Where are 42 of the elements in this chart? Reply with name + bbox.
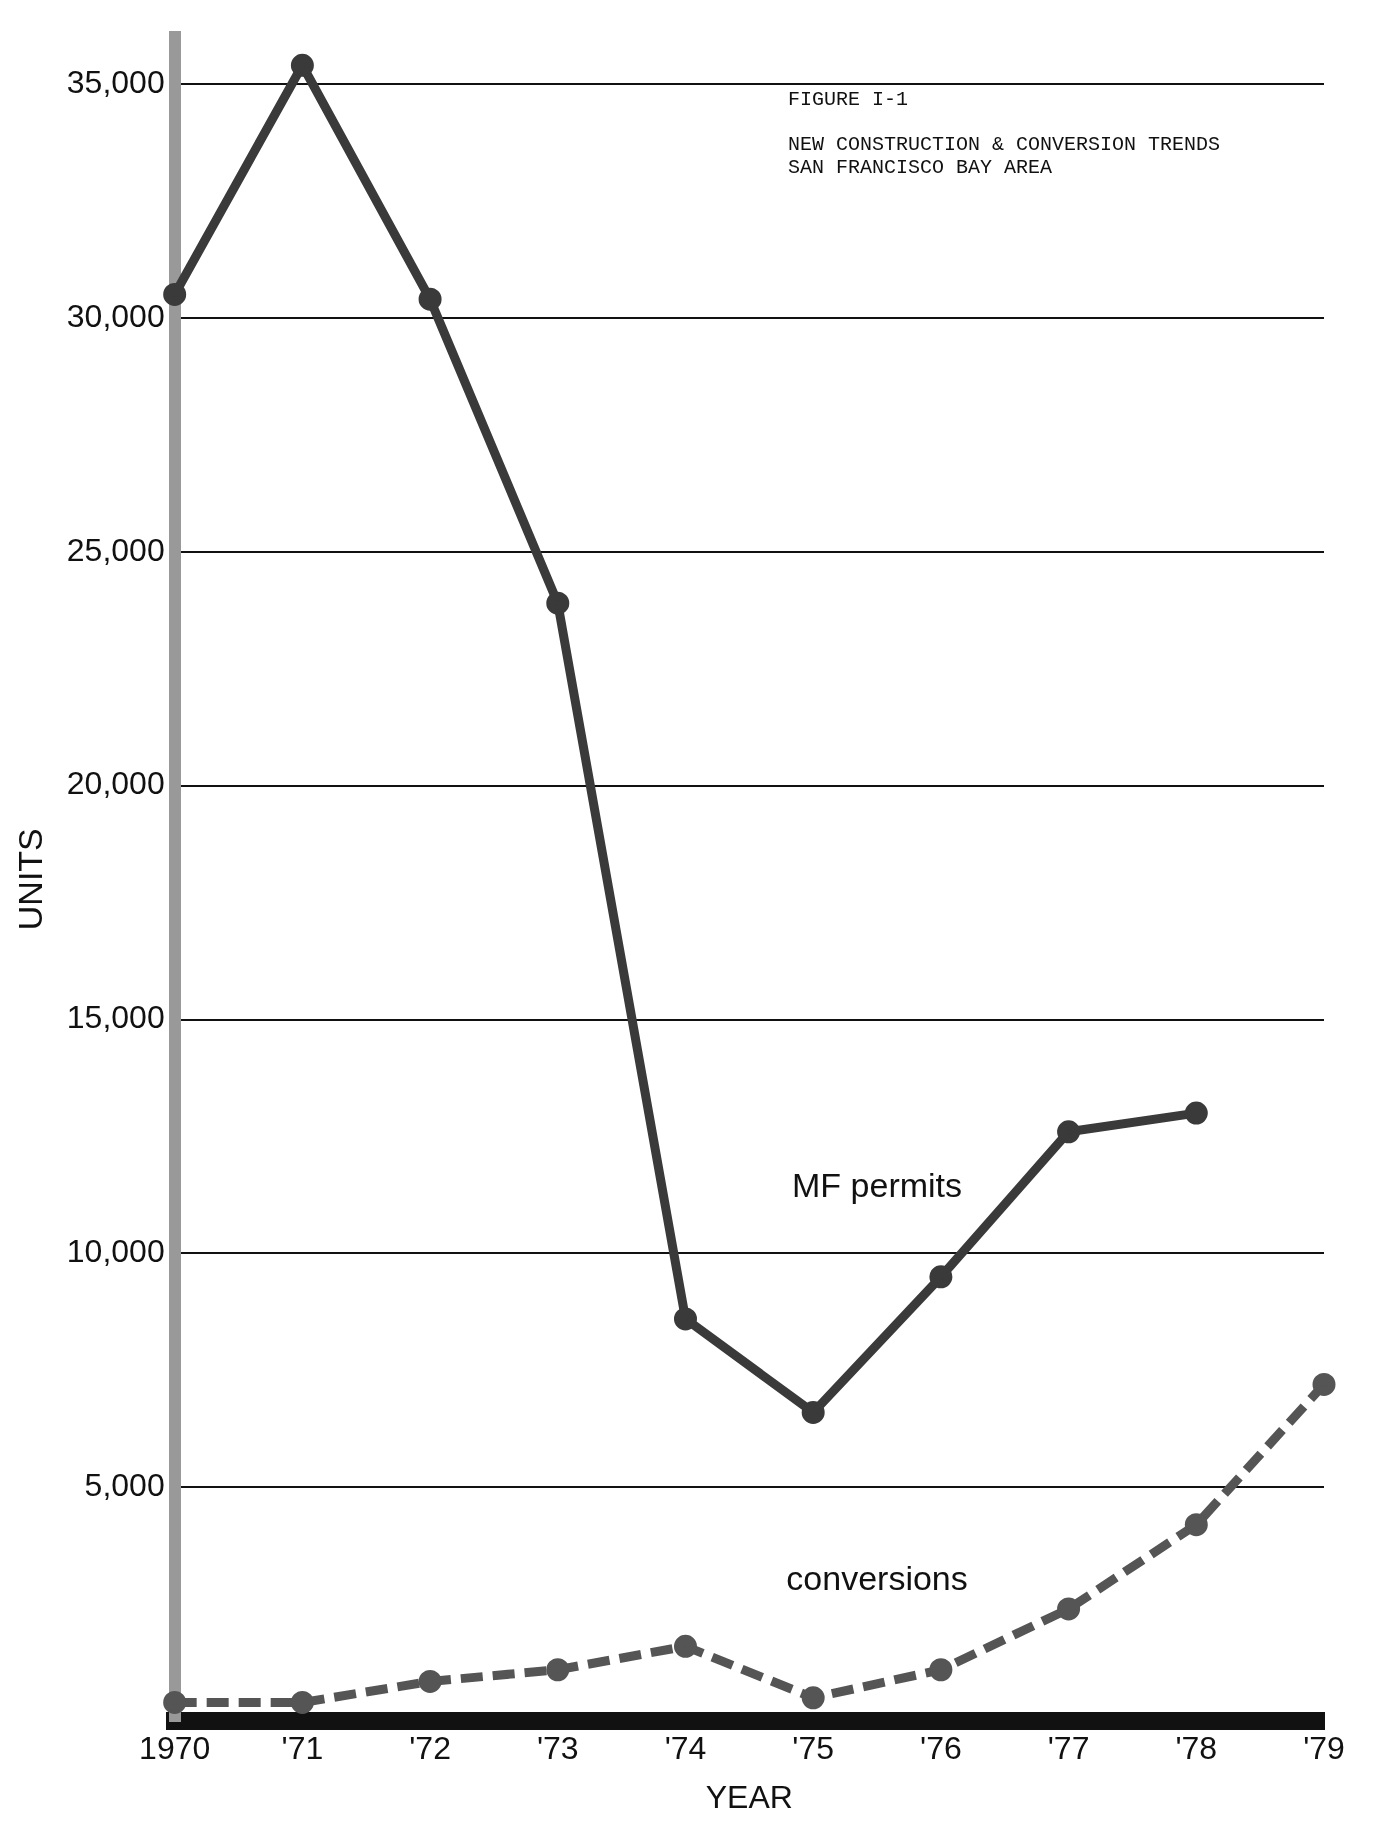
x-tick-label: '71 [281, 1730, 324, 1767]
point [1057, 1120, 1081, 1144]
x-tick-label: '76 [920, 1730, 962, 1767]
point [1057, 1597, 1081, 1621]
point [673, 1634, 697, 1658]
point [290, 1690, 314, 1714]
point [673, 1307, 697, 1331]
y-tick-label: 15,000 [66, 999, 165, 1036]
series-label: MF permits [792, 1165, 963, 1204]
point [546, 1658, 570, 1682]
point [929, 1265, 953, 1289]
x-tick-label: '75 [792, 1730, 835, 1767]
point [163, 1690, 187, 1714]
point [418, 1669, 442, 1693]
point [290, 53, 314, 77]
x-tick-label: '72 [409, 1730, 451, 1767]
point [163, 282, 187, 306]
point [801, 1400, 825, 1424]
text: FIGURE I-1 [788, 88, 910, 111]
point [418, 287, 442, 311]
x-tick-label: '79 [1303, 1730, 1345, 1767]
y-tick-label: 10,000 [66, 1233, 165, 1270]
y-tick-label: 20,000 [66, 765, 165, 802]
y-tick-label: 30,000 [66, 297, 165, 334]
point [1184, 1513, 1208, 1537]
y-tick-label: 25,000 [66, 531, 165, 568]
point [801, 1686, 825, 1710]
point [1184, 1101, 1208, 1125]
x-axis-title: YEAR [705, 1778, 793, 1815]
point [1312, 1372, 1336, 1396]
point [546, 591, 570, 615]
x-tick-label: '73 [536, 1730, 579, 1767]
x-tick-label: 1970 [139, 1730, 211, 1767]
x-tick-label: '77 [1047, 1730, 1090, 1767]
x-tick-label: '74 [664, 1730, 707, 1767]
y-tick-label: 5,000 [84, 1467, 165, 1504]
x-tick-label: '78 [1175, 1730, 1218, 1767]
series-label: conversions [786, 1558, 968, 1597]
y-axis-title: UNITS [10, 828, 49, 931]
point [929, 1658, 953, 1682]
text: NEW CONSTRUCTION & CONVERSION TRENDS SAN FRANCISCO BAY AREA [788, 133, 1221, 179]
y-tick-label: 35,000 [66, 63, 165, 100]
